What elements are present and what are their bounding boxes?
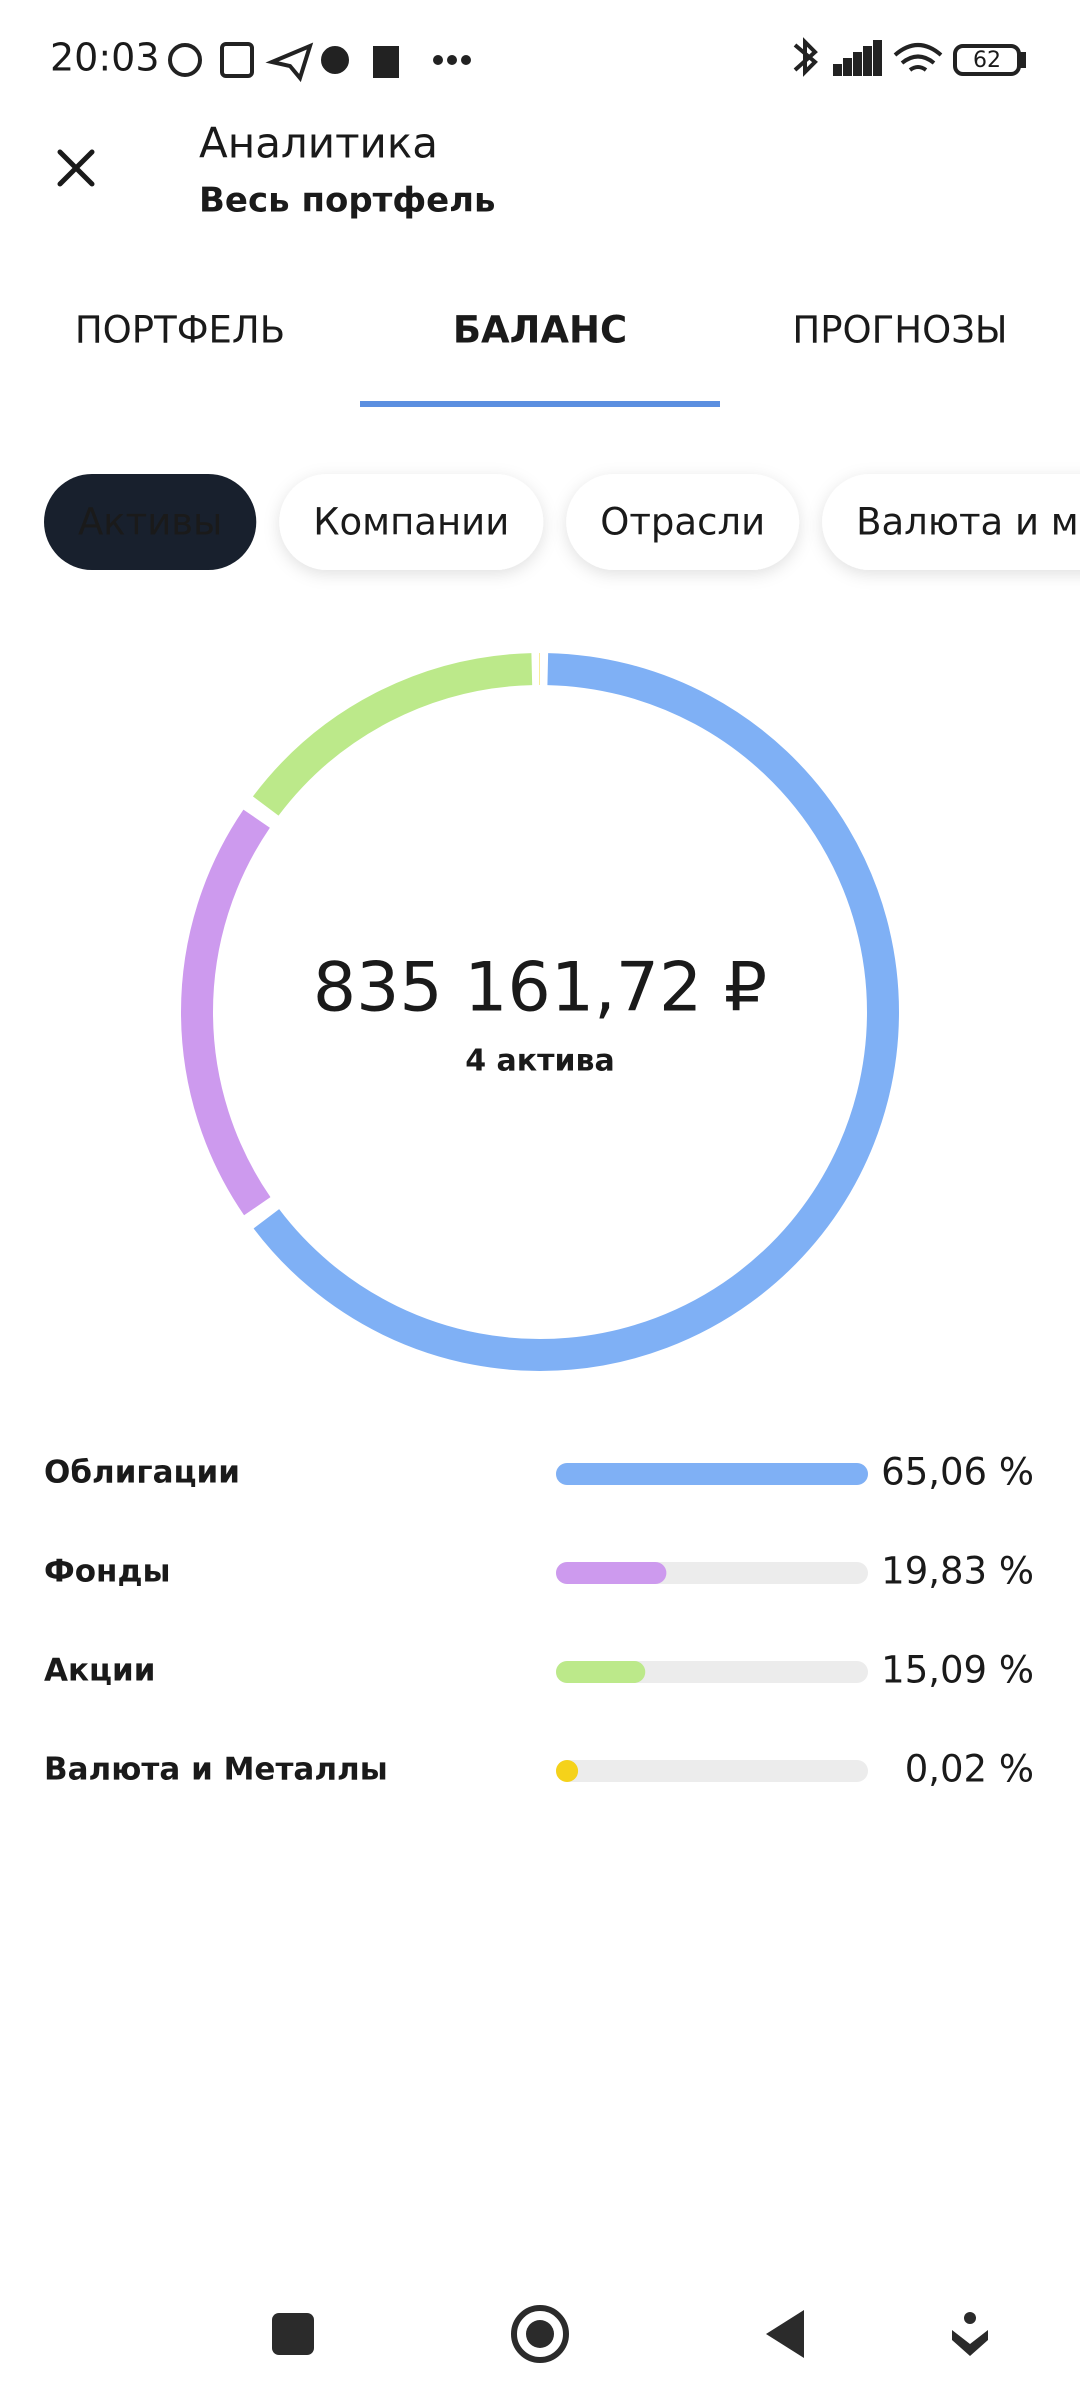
status-time: 20:03: [50, 36, 160, 80]
header-subtitle: Весь портфель: [199, 181, 496, 221]
chip-label: Активы: [78, 501, 222, 544]
donut-segment: [253, 653, 899, 1371]
nav-extra[interactable]: [952, 2330, 988, 2356]
header-title: Аналитика: [199, 119, 438, 168]
nav-back[interactable]: [766, 2310, 804, 2358]
status-battery: 62: [973, 48, 1001, 73]
chip-label: Валюта и металлы: [856, 501, 1080, 544]
filter-chip[interactable]: Компании: [279, 474, 544, 570]
chip-label: Компании: [313, 501, 509, 544]
value-label: 19,83 %: [881, 1550, 1034, 1593]
legend-label: Облигации: [44, 1455, 240, 1491]
tab[interactable]: БАЛАНС: [453, 309, 627, 352]
filter-chip[interactable]: Активы: [44, 474, 257, 570]
filter-chip[interactable]: Валюта и металлы: [822, 474, 1080, 570]
donut-segment: [252, 653, 533, 816]
nav-recent[interactable]: [272, 2313, 314, 2355]
chip-background: [822, 474, 1080, 570]
legend-label: Фонды: [44, 1554, 171, 1590]
nav-home-dot: [526, 2320, 554, 2348]
value-label: 65,06 %: [881, 1451, 1034, 1494]
legend-label: Валюта и Металлы: [44, 1752, 388, 1788]
donut-segment: [181, 809, 271, 1216]
legend-label: Акции: [44, 1653, 155, 1689]
donut-total: 835 161,72 ₽: [313, 949, 767, 1028]
chip-background: [44, 474, 257, 570]
nav-bar: [272, 2305, 988, 2363]
chip-background: [279, 474, 544, 570]
nav-home[interactable]: [511, 2305, 569, 2363]
value-label: 0,02 %: [905, 1748, 1034, 1791]
close-button[interactable]: [46, 138, 106, 198]
chip-label: Отрасли: [600, 501, 765, 544]
chip-background: [566, 474, 800, 570]
tab-indicator: [360, 401, 720, 407]
tab[interactable]: ПОРТФЕЛЬ: [75, 309, 285, 352]
donut-subtitle: 4 актива: [465, 1044, 615, 1079]
tab[interactable]: ПРОГНОЗЫ: [792, 309, 1007, 352]
filter-chip[interactable]: Отрасли: [566, 474, 800, 570]
value-label: 15,09 %: [881, 1649, 1034, 1692]
status-icons: [168, 37, 1026, 83]
